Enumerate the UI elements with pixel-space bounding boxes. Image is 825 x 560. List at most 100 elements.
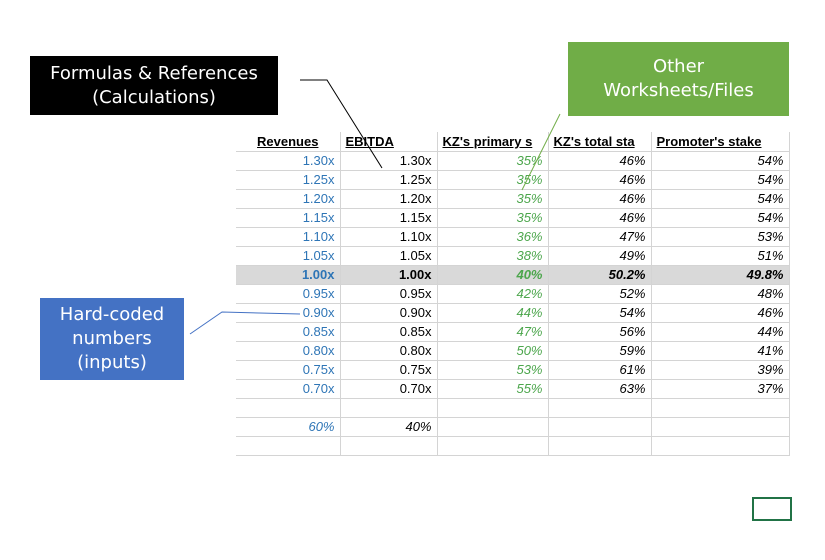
table-cell[interactable] xyxy=(548,436,652,456)
table-cell[interactable]: 1.25x xyxy=(236,170,341,190)
table-cell[interactable]: 54% xyxy=(651,208,790,228)
table-cell[interactable]: 1.25x xyxy=(340,170,438,190)
table-cell[interactable]: 41% xyxy=(651,341,790,361)
table-cell[interactable] xyxy=(548,417,652,437)
table-cell[interactable]: 39% xyxy=(651,360,790,380)
table-cell[interactable]: 0.90x xyxy=(340,303,438,323)
header-promoter-stake[interactable]: Promoter's stake xyxy=(651,132,790,152)
hard-coded-callout: Hard-coded numbers (inputs) xyxy=(40,298,184,380)
table-row: 0.80x 0.80x 50% 59% 41% xyxy=(236,341,790,361)
table-cell[interactable]: 0.70x xyxy=(340,379,438,399)
table-cell[interactable]: 37% xyxy=(651,379,790,399)
hard-callout-line1: Hard-coded xyxy=(59,304,165,325)
table-cell[interactable]: 40% xyxy=(437,265,549,285)
table-cell[interactable] xyxy=(651,398,790,418)
table-cell[interactable]: 0.75x xyxy=(340,360,438,380)
table-cell[interactable]: 46% xyxy=(548,208,652,228)
table-cell[interactable] xyxy=(236,436,341,456)
revenue-weight-cell[interactable]: 60% xyxy=(236,417,341,437)
table-cell[interactable]: 0.80x xyxy=(340,341,438,361)
table-cell[interactable]: 47% xyxy=(548,227,652,247)
table-cell[interactable]: 1.15x xyxy=(340,208,438,228)
table-cell[interactable] xyxy=(437,398,549,418)
table-cell[interactable]: 47% xyxy=(437,322,549,342)
table-cell[interactable]: 56% xyxy=(548,322,652,342)
table-cell[interactable]: 49.8% xyxy=(651,265,790,285)
table-cell[interactable]: 1.05x xyxy=(340,246,438,266)
header-revenues[interactable]: Revenues xyxy=(236,132,341,152)
table-cell[interactable] xyxy=(437,417,549,437)
table-cell[interactable]: 0.95x xyxy=(340,284,438,304)
table-cell[interactable]: 53% xyxy=(437,360,549,380)
table-cell[interactable]: 1.10x xyxy=(236,227,341,247)
table-cell[interactable]: 61% xyxy=(548,360,652,380)
header-ebitda[interactable]: EBITDA xyxy=(340,132,438,152)
table-cell[interactable]: 1.10x xyxy=(340,227,438,247)
table-cell[interactable]: 48% xyxy=(651,284,790,304)
table-row: 0.70x 0.70x 55% 63% 37% xyxy=(236,379,790,399)
hard-callout-line3: (inputs) xyxy=(77,352,147,373)
weights-row: 60% 40% xyxy=(236,417,790,437)
table-row: 0.85x 0.85x 47% 56% 44% xyxy=(236,322,790,342)
table-cell[interactable] xyxy=(651,417,790,437)
table-cell[interactable]: 50.2% xyxy=(548,265,652,285)
table-cell[interactable]: 0.85x xyxy=(236,322,341,342)
table-cell[interactable]: 50% xyxy=(437,341,549,361)
table-cell[interactable]: 1.15x xyxy=(236,208,341,228)
table-cell[interactable]: 55% xyxy=(437,379,549,399)
table-cell[interactable]: 54% xyxy=(651,189,790,209)
table-cell[interactable] xyxy=(236,398,341,418)
table-cell[interactable]: 35% xyxy=(437,208,549,228)
table-cell[interactable]: 42% xyxy=(437,284,549,304)
header-kz-total-stake[interactable]: KZ's total sta xyxy=(548,132,652,152)
table-row: 0.75x 0.75x 53% 61% 39% xyxy=(236,360,790,380)
table-cell[interactable] xyxy=(548,398,652,418)
table-cell[interactable] xyxy=(340,436,438,456)
table-cell[interactable]: 49% xyxy=(548,246,652,266)
table-cell[interactable]: 44% xyxy=(651,322,790,342)
table-cell[interactable]: 0.90x xyxy=(236,303,341,323)
table-row: 1.00x 1.00x 40% 50.2% 49.8% xyxy=(236,265,790,285)
table-cell[interactable]: 0.70x xyxy=(236,379,341,399)
blank-row xyxy=(236,398,790,418)
ebitda-weight-cell[interactable]: 40% xyxy=(340,417,438,437)
table-cell[interactable]: 35% xyxy=(437,151,549,171)
table-cell[interactable]: 59% xyxy=(548,341,652,361)
table-cell[interactable]: 54% xyxy=(548,303,652,323)
table-cell[interactable]: 46% xyxy=(548,151,652,171)
table-cell[interactable]: 1.20x xyxy=(340,189,438,209)
other-worksheets-callout: Other Worksheets/Files xyxy=(568,42,789,116)
table-cell[interactable]: 0.95x xyxy=(236,284,341,304)
table-cell[interactable]: 44% xyxy=(437,303,549,323)
table-cell[interactable]: 46% xyxy=(651,303,790,323)
table-cell[interactable] xyxy=(340,398,438,418)
table-cell[interactable]: 1.05x xyxy=(236,246,341,266)
table-cell[interactable]: 35% xyxy=(437,189,549,209)
table-cell[interactable]: 1.20x xyxy=(236,189,341,209)
table-cell[interactable]: 46% xyxy=(548,189,652,209)
table-cell[interactable] xyxy=(651,436,790,456)
table-cell[interactable]: 36% xyxy=(437,227,549,247)
selected-cell-indicator[interactable] xyxy=(752,497,792,521)
table-cell[interactable]: 1.00x xyxy=(340,265,438,285)
table-cell[interactable]: 53% xyxy=(651,227,790,247)
table-cell[interactable]: 1.30x xyxy=(236,151,341,171)
table-cell[interactable]: 52% xyxy=(548,284,652,304)
header-kz-primary-stake[interactable]: KZ's primary s xyxy=(437,132,549,152)
formulas-callout-line1: Formulas & References xyxy=(50,62,258,84)
table-cell[interactable]: 1.30x xyxy=(340,151,438,171)
table-cell[interactable]: 0.80x xyxy=(236,341,341,361)
table-cell[interactable]: 54% xyxy=(651,151,790,171)
table-cell[interactable]: 1.00x xyxy=(236,265,341,285)
table-cell[interactable] xyxy=(437,436,549,456)
blank-row xyxy=(236,436,790,456)
table-cell[interactable]: 35% xyxy=(437,170,549,190)
table-cell[interactable]: 0.75x xyxy=(236,360,341,380)
table-cell[interactable]: 46% xyxy=(548,170,652,190)
table-cell[interactable]: 0.85x xyxy=(340,322,438,342)
table-row: 1.15x 1.15x 35% 46% 54% xyxy=(236,208,790,228)
table-cell[interactable]: 54% xyxy=(651,170,790,190)
table-cell[interactable]: 38% xyxy=(437,246,549,266)
table-cell[interactable]: 63% xyxy=(548,379,652,399)
table-cell[interactable]: 51% xyxy=(651,246,790,266)
